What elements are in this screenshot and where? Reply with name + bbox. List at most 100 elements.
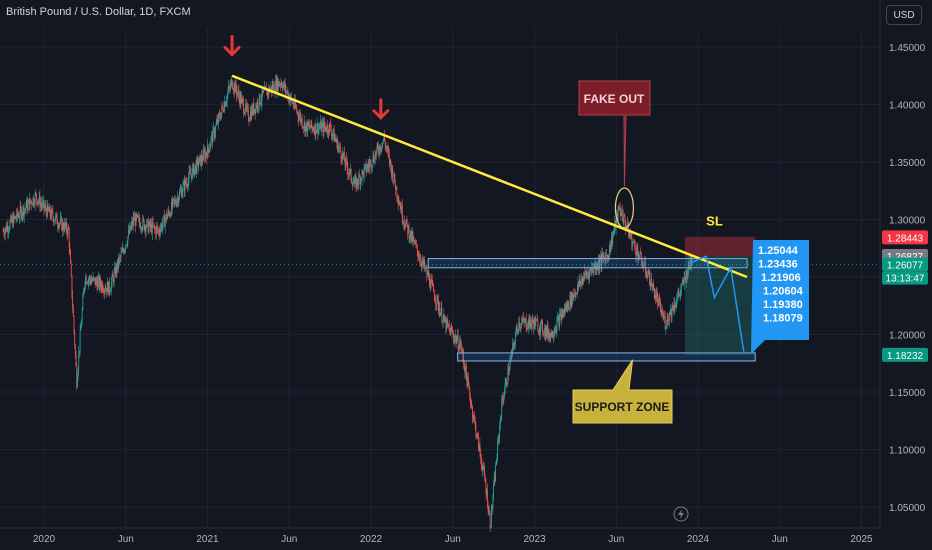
- candle-body: [271, 86, 272, 92]
- candle-body: [75, 354, 77, 366]
- candle-body: [609, 244, 611, 252]
- candle-body: [572, 293, 573, 304]
- candle-body: [622, 219, 624, 223]
- y-tick-label: 1.10000: [889, 446, 926, 457]
- candle-body: [613, 229, 615, 233]
- candle-body: [374, 153, 376, 163]
- candle-body: [452, 332, 454, 334]
- candle-body: [163, 214, 165, 217]
- candle-body: [184, 179, 186, 192]
- candle-body: [521, 321, 523, 323]
- candle-body: [40, 203, 42, 208]
- candle-body: [226, 101, 227, 104]
- candle-body: [535, 319, 537, 327]
- candle-body: [314, 123, 316, 135]
- candle-body: [78, 352, 80, 370]
- candle-body: [402, 219, 404, 223]
- candle-body: [50, 215, 52, 219]
- candle-body: [427, 271, 429, 278]
- candle-body: [560, 313, 562, 321]
- candle-body: [179, 190, 181, 192]
- candle-body: [627, 222, 629, 228]
- candle-body: [312, 127, 313, 128]
- candle-body: [395, 183, 396, 190]
- candle-body: [363, 167, 365, 178]
- candle-body: [45, 205, 47, 211]
- candle-body: [131, 221, 133, 226]
- candle-body: [401, 205, 403, 213]
- candle-body: [619, 207, 620, 210]
- price-tag: [882, 347, 928, 362]
- candle-body: [566, 304, 567, 312]
- candle-body: [286, 91, 287, 93]
- candle-body: [117, 259, 119, 271]
- candle-body: [218, 114, 220, 116]
- candle-body: [147, 219, 148, 221]
- candle-body: [19, 216, 20, 219]
- candle-body: [54, 220, 56, 222]
- candle-body: [20, 206, 22, 209]
- candle-body: [338, 146, 340, 148]
- candle-body: [204, 151, 206, 160]
- candle-body: [634, 240, 635, 247]
- grid: [0, 0, 881, 529]
- candle-body: [449, 328, 451, 335]
- candle-body: [526, 328, 528, 330]
- candle-body: [655, 293, 657, 300]
- candle-body: [70, 263, 72, 276]
- candle-body: [332, 134, 334, 135]
- candle-body: [587, 273, 588, 275]
- candle-body: [594, 263, 596, 269]
- candle-body: [322, 122, 324, 133]
- candle-body: [592, 271, 594, 273]
- currency-button[interactable]: USD: [886, 5, 922, 25]
- candle-body: [434, 299, 436, 301]
- candle-body: [63, 228, 65, 232]
- candle-body: [16, 210, 18, 219]
- candle-body: [504, 384, 506, 393]
- candle-body: [485, 478, 486, 484]
- x-tick-label: 2021: [196, 534, 219, 545]
- candle-body: [649, 285, 651, 286]
- candle-body: [58, 224, 60, 228]
- candle-body: [316, 130, 317, 134]
- candle-body: [273, 84, 275, 92]
- candle-body: [137, 215, 139, 218]
- candle-body: [455, 335, 457, 344]
- candle-body: [330, 123, 332, 131]
- candle-body: [230, 79, 232, 83]
- candle-body: [346, 160, 348, 168]
- candle-body: [680, 289, 682, 292]
- candle-body: [313, 130, 315, 131]
- candle-body: [537, 320, 539, 332]
- candle-body: [359, 176, 361, 185]
- candle-body: [9, 221, 11, 229]
- candle-body: [497, 441, 499, 458]
- candle-body: [450, 328, 452, 335]
- candle-body: [453, 337, 455, 342]
- candle-body: [429, 285, 431, 290]
- candle-body: [316, 123, 318, 131]
- candle-body: [406, 218, 408, 225]
- candle-body: [421, 261, 423, 266]
- candle-body: [262, 90, 264, 94]
- candle-body: [502, 400, 504, 403]
- candle-body: [254, 108, 256, 113]
- candle-body: [685, 277, 687, 283]
- candle-body: [538, 329, 540, 332]
- candle-body: [284, 82, 285, 89]
- candle-body: [340, 151, 342, 159]
- candle-body: [147, 219, 149, 233]
- target-label: 1.20604: [763, 286, 804, 298]
- candle-body: [628, 222, 629, 236]
- candle-body: [598, 259, 599, 267]
- candle-body: [553, 332, 555, 337]
- candle-body: [21, 214, 23, 219]
- candle-body: [248, 120, 250, 121]
- x-tick-label: Jun: [772, 534, 788, 545]
- candle-body: [652, 283, 654, 290]
- candle-body: [472, 416, 474, 418]
- candle-body: [334, 138, 336, 142]
- candle-body: [410, 230, 412, 240]
